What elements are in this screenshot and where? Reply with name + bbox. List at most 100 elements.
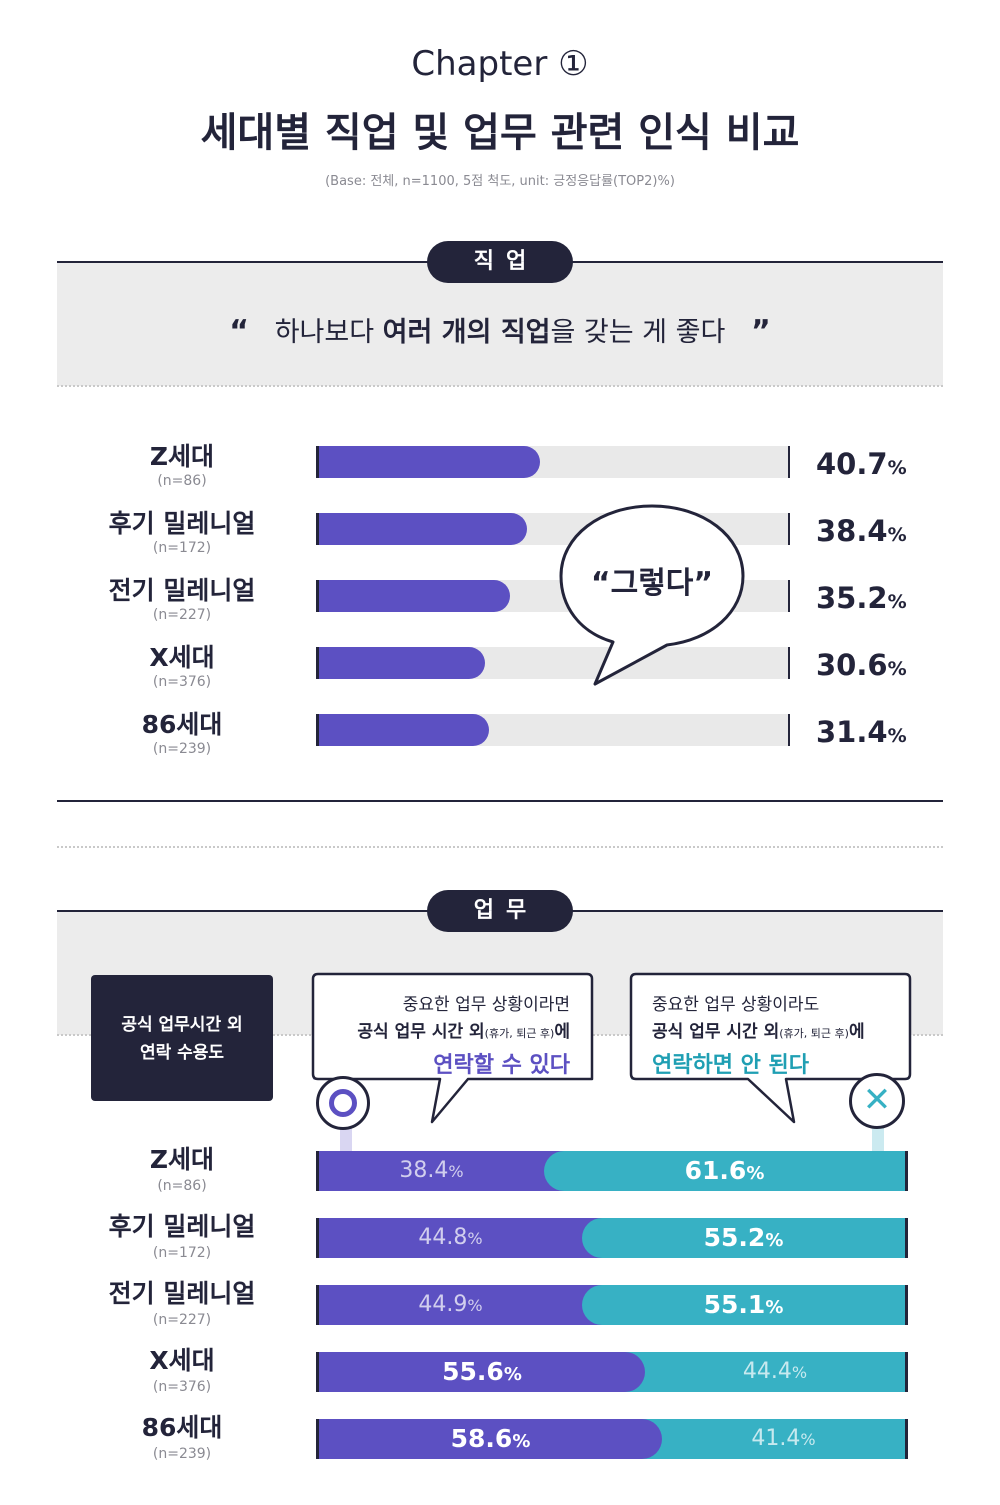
value-label: 31.4% [816, 715, 907, 749]
quote-text-pre: 하나보다 [274, 317, 383, 348]
segment-can-contact [319, 1218, 602, 1258]
group-sample-size: (n=239) [152, 741, 212, 757]
group-sample-size: (n=227) [152, 1312, 212, 1328]
stacked-bar: 58.6% 41.4% [316, 1419, 908, 1459]
value-number: 55.2 [703, 1223, 766, 1252]
value-unit: % [448, 1162, 464, 1181]
value-number: 38.4 [399, 1158, 449, 1183]
group-label: Z세대 [149, 442, 215, 471]
bar [319, 446, 540, 478]
o-symbol-ring [329, 1089, 357, 1117]
group-label: X세대 [149, 1346, 215, 1375]
bar-end-tick [788, 513, 790, 545]
acceptance-label-line1: 공식 업무시간 외 [121, 1015, 243, 1035]
bar [319, 647, 485, 679]
value-unit: % [467, 1296, 483, 1315]
stacked-bar: 44.8% 55.2% [316, 1218, 908, 1258]
value-number: 40.7 [816, 447, 888, 481]
speech-bubble-shape [559, 504, 745, 686]
group-label: 후기 밀레니얼 [108, 1212, 256, 1241]
value-label: 38.4% [816, 514, 907, 548]
value-number: 58.6 [450, 1424, 513, 1453]
left-callout-line1: 중요한 업무 상황이라면 [402, 995, 570, 1015]
value-number: 41.4 [751, 1426, 801, 1451]
right-callout-line2-tail: 에 [848, 1022, 865, 1042]
value-label-can-contact: 44.9% [319, 1285, 582, 1325]
left-callout-text: 중요한 업무 상황이라면 공식 업무 시간 외(휴가, 퇴근 후)에 연락할 수… [318, 992, 570, 1085]
group-sample-size: (n=239) [152, 1446, 212, 1462]
value-unit: % [765, 1230, 784, 1251]
group-sample-size: (n=86) [157, 1178, 207, 1194]
left-callout-line2-tail: 에 [554, 1022, 570, 1042]
value-unit: % [887, 524, 907, 546]
right-callout-line3: 연락하면 안 된다 [652, 1053, 809, 1078]
value-label-cannot-contact: 41.4% [662, 1419, 905, 1459]
right-callout-line2: 공식 업무 시간 외(휴가, 퇴근 후)에 [652, 1019, 904, 1047]
value-unit: % [512, 1431, 531, 1452]
value-unit: % [503, 1364, 522, 1385]
bar [319, 714, 489, 746]
segment-can-contact [319, 1285, 602, 1325]
o-symbol-badge [316, 1076, 370, 1130]
value-number: 55.6 [442, 1357, 504, 1386]
close-quote-mark: ” [751, 314, 771, 349]
bar-end-tick [788, 446, 790, 478]
value-number: 35.2 [816, 581, 888, 615]
right-callout-line1: 중요한 업무 상황이라도 [652, 995, 820, 1015]
right-callout-line2-main: 공식 업무 시간 외 [652, 1022, 780, 1042]
left-callout-line2-paren: (휴가, 퇴근 후) [484, 1027, 555, 1040]
bar-track [316, 647, 788, 679]
segment-cannot-contact [582, 1218, 905, 1258]
group-sample-size: (n=227) [152, 607, 212, 623]
right-callout-line2-paren: (휴가, 퇴근 후) [779, 1027, 849, 1040]
value-number: 61.6 [684, 1156, 747, 1185]
value-label-cannot-contact: 55.1% [582, 1285, 905, 1325]
value-label: 40.7% [816, 447, 907, 481]
group-sample-size: (n=86) [157, 473, 207, 489]
bar [319, 580, 510, 612]
bar-track [316, 714, 788, 746]
page-title: 세대별 직업 및 업무 관련 인식 비교 [200, 110, 800, 156]
left-callout-frame [311, 972, 594, 1124]
value-unit: % [887, 591, 907, 613]
bar-end-tick [788, 714, 790, 746]
right-callout-text: 중요한 업무 상황이라도 공식 업무 시간 외(휴가, 퇴근 후)에 연락하면 … [652, 992, 904, 1085]
section1-dotted-divider [57, 385, 943, 387]
group-sample-size: (n=376) [152, 674, 212, 690]
segment-can-contact [319, 1419, 662, 1459]
quote-text-post: 을 갖는 게 좋다 [550, 317, 726, 348]
value-unit: % [887, 658, 907, 680]
value-label-cannot-contact: 61.6% [544, 1151, 905, 1191]
value-unit: % [765, 1297, 784, 1318]
right-callout-frame [629, 972, 912, 1124]
acceptance-label-line2: 연락 수용도 [139, 1043, 225, 1063]
statement-quote: “ 하나보다 여러 개의 직업을 갖는 게 좋다 ” [57, 310, 943, 349]
group-sample-size: (n=376) [152, 1379, 212, 1395]
left-callout-line2-main: 공식 업무 시간 외 [357, 1022, 485, 1042]
value-number: 44.4 [742, 1359, 792, 1384]
speech-bubble-text: “그렇다” [590, 566, 714, 601]
bar-end-tick [788, 580, 790, 612]
stacked-bar: 44.9% 55.1% [316, 1285, 908, 1325]
value-unit: % [467, 1229, 483, 1248]
x-symbol-badge: ✕ [849, 1073, 905, 1129]
value-label-can-contact: 38.4% [319, 1151, 544, 1191]
value-number: 30.6 [816, 648, 888, 682]
value-unit: % [791, 1363, 808, 1382]
value-unit: % [746, 1163, 765, 1184]
value-label-cannot-contact: 55.2% [582, 1218, 905, 1258]
value-label: 30.6% [816, 648, 907, 682]
speech-bubble [559, 504, 745, 686]
value-label: 35.2% [816, 581, 907, 615]
value-label-can-contact: 58.6% [319, 1419, 662, 1459]
bar-end-tick [788, 647, 790, 679]
group-label: 86세대 [141, 1413, 223, 1442]
value-unit: % [800, 1430, 816, 1449]
value-label-can-contact: 55.6% [319, 1352, 645, 1392]
value-number: 31.4 [816, 715, 888, 749]
section1-bottom-rule [57, 800, 943, 802]
value-number: 55.1 [703, 1290, 766, 1319]
base-note: (Base: 전체, n=1100, 5점 척도, unit: 긍정응답률(TO… [325, 174, 675, 189]
value-unit: % [887, 457, 907, 479]
acceptance-label-box: 공식 업무시간 외 연락 수용도 [91, 975, 273, 1101]
